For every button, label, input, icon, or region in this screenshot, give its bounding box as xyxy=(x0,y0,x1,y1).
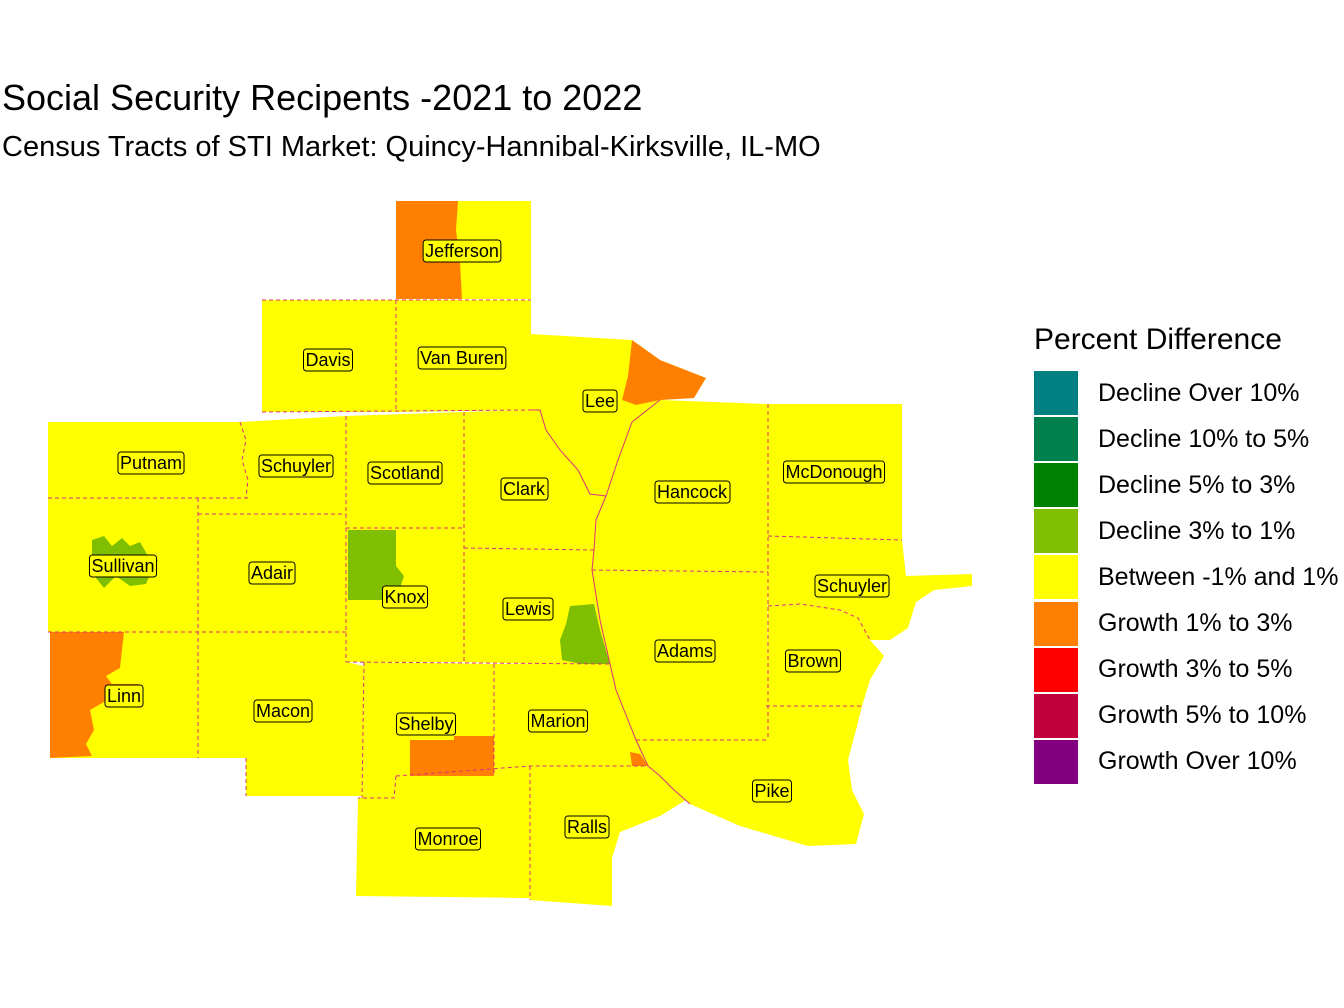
county-name: Monroe xyxy=(417,829,478,849)
legend-swatch xyxy=(1034,739,1078,784)
county-name: Van Buren xyxy=(420,348,504,368)
county-name: Sullivan xyxy=(91,556,154,576)
county-label-scotland: Scotland xyxy=(367,461,443,485)
county-label-clark: Clark xyxy=(500,477,549,501)
legend-label: Growth 1% to 3% xyxy=(1098,609,1293,638)
county-label-marion: Marion xyxy=(527,709,589,733)
county-label-monroe: Monroe xyxy=(414,827,482,851)
legend-swatch xyxy=(1034,371,1078,416)
legend-item: Between -1% and 1% xyxy=(1034,554,1338,600)
tract-pike xyxy=(636,706,864,846)
tract-lewis-east xyxy=(560,604,610,665)
county-label-shelby: Shelby xyxy=(395,712,457,736)
county-label-pike: Pike xyxy=(751,779,793,803)
legend-title: Percent Difference xyxy=(1034,323,1282,356)
county-name: Jefferson xyxy=(425,241,499,261)
legend-label: Growth Over 10% xyxy=(1098,747,1297,776)
tract-linn-west xyxy=(50,632,124,758)
county-label-jefferson: Jefferson xyxy=(422,239,502,263)
county-name: Knox xyxy=(384,587,425,607)
county-name: Pike xyxy=(754,781,789,801)
legend-label: Decline 5% to 3% xyxy=(1098,470,1296,499)
county-label-brown: Brown xyxy=(784,649,842,673)
county-name: Schuyler xyxy=(817,576,887,596)
county-label-van-buren: Van Buren xyxy=(417,346,507,370)
county-name: Scotland xyxy=(370,463,440,483)
tract-knox-west xyxy=(348,530,404,600)
county-name: Shelby xyxy=(398,714,453,734)
tract-fills xyxy=(48,201,972,906)
county-label-linn: Linn xyxy=(104,684,144,708)
legend-swatch xyxy=(1034,601,1078,646)
choropleth-map: Jefferson Davis Van Buren Lee Putnam Schuyler… xyxy=(48,201,972,906)
legend-swatch xyxy=(1034,463,1078,508)
county-label-lee: Lee xyxy=(582,389,618,413)
legend: Percent Difference Decline Over 10% Decl… xyxy=(1034,320,1338,785)
county-name: Brown xyxy=(787,651,838,671)
county-name: McDonough xyxy=(785,462,882,482)
legend-item: Growth 1% to 3% xyxy=(1034,600,1338,646)
county-name: Ralls xyxy=(567,817,607,837)
legend-item: Decline 5% to 3% xyxy=(1034,462,1338,508)
county-label-hancock: Hancock xyxy=(654,480,731,504)
county-name: Adair xyxy=(251,563,293,583)
county-label-lewis: Lewis xyxy=(502,597,554,621)
county-label-knox: Knox xyxy=(381,585,429,609)
tract-marion-se xyxy=(630,752,648,766)
legend-label: Decline 3% to 1% xyxy=(1098,516,1296,545)
county-label-adams: Adams xyxy=(654,639,716,663)
legend-item: Growth Over 10% xyxy=(1034,739,1338,785)
legend-swatch xyxy=(1034,647,1078,692)
county-label-mcdonough: McDonough xyxy=(782,460,886,484)
county-name: Adams xyxy=(657,641,713,661)
county-label-macon: Macon xyxy=(253,699,313,723)
county-name: Schuyler xyxy=(261,456,331,476)
county-name: Linn xyxy=(107,686,141,706)
legend-label: Decline Over 10% xyxy=(1098,378,1300,407)
county-label-davis: Davis xyxy=(302,348,354,372)
county-name: Lee xyxy=(585,391,615,411)
legend-label: Growth 3% to 5% xyxy=(1098,655,1293,684)
county-name: Clark xyxy=(503,479,546,499)
county-labels: Jefferson Davis Van Buren Lee Putnam Schuyler… xyxy=(88,239,890,851)
map-title: Social Security Recipents -2021 to 2022 xyxy=(2,77,643,118)
county-label-ralls: Ralls xyxy=(564,815,610,839)
legend-label: Growth 5% to 10% xyxy=(1098,701,1307,730)
tract-lee-fort-madison xyxy=(622,340,706,405)
legend-swatch xyxy=(1034,509,1078,554)
legend-item: Decline 3% to 1% xyxy=(1034,508,1338,554)
county-boundaries xyxy=(48,299,903,900)
tract-shelby-south xyxy=(410,736,494,776)
county-label-schuyler: Schuyler xyxy=(258,454,334,478)
county-label-putnam: Putnam xyxy=(117,451,185,475)
county-label-schuyler: Schuyler xyxy=(814,574,890,598)
legend-label: Decline 10% to 5% xyxy=(1098,424,1310,453)
state-boundary-river xyxy=(531,399,691,805)
legend-item: Growth 5% to 10% xyxy=(1034,693,1338,739)
legend-item: Decline 10% to 5% xyxy=(1034,416,1338,462)
legend-item: Decline Over 10% xyxy=(1034,370,1338,416)
legend-swatch xyxy=(1034,555,1078,600)
legend-list: Decline Over 10% Decline 10% to 5% Decli… xyxy=(1034,370,1338,785)
county-name: Lewis xyxy=(505,599,551,619)
county-name: Marion xyxy=(530,711,585,731)
map-subtitle: Census Tracts of STI Market: Quincy-Hann… xyxy=(2,131,821,163)
legend-item: Growth 3% to 5% xyxy=(1034,647,1338,693)
county-label-adair: Adair xyxy=(248,561,296,585)
county-name: Putnam xyxy=(120,453,182,473)
legend-label: Between -1% and 1% xyxy=(1098,562,1339,591)
county-name: Hancock xyxy=(657,482,728,502)
county-name: Davis xyxy=(305,350,350,370)
county-name: Macon xyxy=(256,701,310,721)
county-label-sullivan: Sullivan xyxy=(88,554,158,578)
legend-swatch xyxy=(1034,693,1078,738)
legend-swatch xyxy=(1034,417,1078,462)
